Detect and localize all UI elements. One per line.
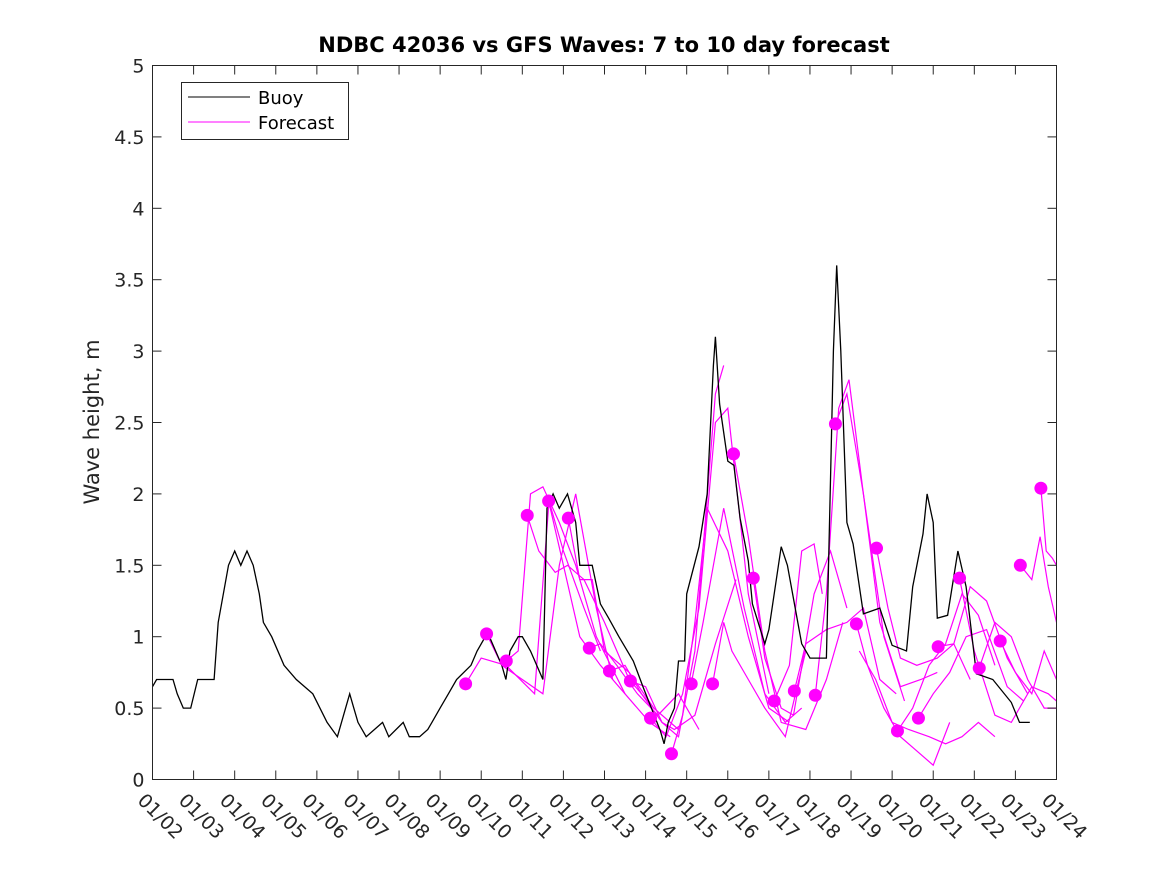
forecast-marker [953,571,967,585]
forecast-line [858,650,996,745]
forecast-marker [623,674,637,688]
forecast-line [567,518,679,730]
forecast-marker [828,417,842,431]
forecast-marker [972,661,986,675]
y-tick-label: 3.5 [114,270,144,292]
forecast-marker [684,677,698,691]
forecast-marker [480,627,494,641]
y-tick-label: 2.5 [114,413,144,435]
x-tick-label: 01/23 [996,789,1050,843]
y-tick-label: 1.5 [114,555,144,577]
forecast-marker [870,541,884,555]
y-tick-label: 4 [132,198,144,220]
x-tick-label: 01/24 [1037,789,1091,843]
legend-forecast-label: Forecast [258,113,334,134]
forecast-marker [602,664,616,678]
x-tick-label: 01/21 [914,789,968,843]
x-tick-label: 01/19 [832,789,886,843]
forecast-marker [706,677,720,691]
forecast-marker [499,654,513,668]
x-tick-label: 01/16 [708,789,762,843]
forecast-line [465,500,601,696]
forecast-marker [911,711,925,725]
forecast-line [752,549,848,717]
forecast-line [486,493,614,695]
forecast-marker [542,494,556,508]
forecast-marker [644,711,658,725]
x-tick-label: 01/13 [585,789,639,843]
forecast-line [732,453,844,731]
y-tick-label: 5 [132,56,144,78]
x-tick-label: 01/08 [380,789,434,843]
forecast-marker [849,617,863,631]
forecast-line [609,579,737,731]
y-axis-label: Wave height, m [80,339,104,504]
legend-box [181,82,349,140]
forecast-line [1019,536,1058,623]
forecast-marker [890,724,904,738]
forecast-marker [746,571,760,585]
x-tick-label: 01/17 [749,789,803,843]
x-tick-label: 01/12 [544,789,598,843]
forecast-marker [727,447,741,461]
forecast-marker [459,677,473,691]
forecast-marker [1013,558,1027,572]
series-layer [151,265,1058,767]
x-tick-label: 01/07 [338,789,392,843]
forecast-line [712,622,807,739]
x-tick-label: 01/03 [174,789,228,843]
forecast-line [630,365,725,738]
forecast-line [938,585,1029,695]
y-tick-label: 0 [132,770,144,792]
forecast-line [1040,488,1058,566]
y-tick-label: 3 [132,341,144,363]
forecast-line [999,640,1058,696]
y-tick-label: 0.5 [114,698,144,720]
forecast-line [897,592,996,732]
forecast-marker [1034,481,1048,495]
forecast-marker [561,511,575,525]
x-tick-label: 01/15 [667,789,721,843]
forecast-line [650,406,770,738]
x-tick-label: 01/10 [462,789,516,843]
forecast-marker [582,641,596,655]
forecast-line [690,508,803,724]
forecast-marker [664,747,678,761]
x-tick-label: 01/06 [297,789,351,843]
y-tick-label: 2 [132,484,144,506]
x-tick-label: 01/05 [256,789,310,843]
forecast-marker [808,688,822,702]
x-tick-label: 01/09 [421,789,475,843]
forecast-marker [787,684,801,698]
forecast-line [773,542,823,702]
x-tick-label: 01/02 [133,789,187,843]
axis-ticks: 00.511.522.533.544.5501/0201/0301/0401/0… [114,56,1091,844]
x-tick-label: 01/20 [873,789,927,843]
forecast-marker [767,694,781,708]
forecast-line [978,621,1057,709]
forecast-line [834,391,938,688]
forecast-line [670,506,790,754]
x-tick-label: 01/14 [626,789,680,843]
forecast-line [917,628,1024,719]
y-tick-label: 1 [132,627,144,649]
forecast-line [526,515,655,709]
forecast-line [589,643,700,730]
legend-buoy-label: Buoy [258,88,304,109]
x-tick-label: 01/11 [503,789,557,843]
y-tick-label: 4.5 [114,127,144,149]
chart-title: NDBC 42036 vs GFS Waves: 7 to 10 day for… [318,33,889,57]
forecast-line [793,606,897,695]
forecast-marker [520,508,534,522]
legend: Buoy Forecast [181,82,349,140]
forecast-marker [993,634,1007,648]
x-tick-label: 01/22 [955,789,1009,843]
buoy-line [151,265,1030,744]
x-tick-label: 01/04 [215,789,269,843]
x-tick-label: 01/18 [790,789,844,843]
forecast-marker [931,640,945,654]
